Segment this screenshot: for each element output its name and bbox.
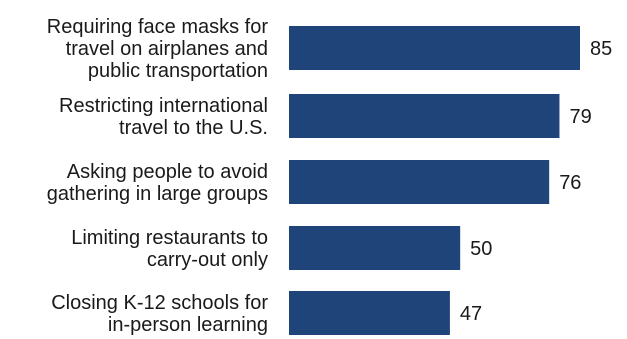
category-label-line: gathering in large groups [47,183,268,205]
category-label-line: in-person learning [108,314,268,336]
category-label-line: Limiting restaurants to [71,227,268,249]
value-label: 76 [559,172,581,194]
category-label: Requiring face masks for travel on airpla… [47,16,269,82]
category-label: Limiting restaurants to carry-out only [71,227,268,271]
category-label-line: travel to the U.S. [119,117,268,139]
category-label-line: Restricting international [59,95,268,117]
category-label: Asking people to avoid gathering in large… [47,161,268,205]
category-label-line: Closing K-12 schools for [51,292,268,314]
category-label-line: Requiring face masks for [47,16,269,38]
category-label-line: travel on airplanes and [66,38,268,60]
value-label: 85 [590,38,612,60]
bar [289,26,580,70]
value-label: 47 [460,303,482,325]
value-label: 79 [569,106,591,128]
bar [289,291,450,335]
value-label: 50 [470,238,492,260]
category-label: Restricting international travel to the U… [59,95,268,139]
category-label: Closing K-12 schools for in-person learni… [51,292,268,336]
category-label-line: Asking people to avoid [67,161,268,183]
bar [289,226,461,270]
bar [289,160,550,204]
bar [289,94,560,138]
category-label-line: carry-out only [147,249,268,271]
category-label-line: public transportation [88,60,268,82]
